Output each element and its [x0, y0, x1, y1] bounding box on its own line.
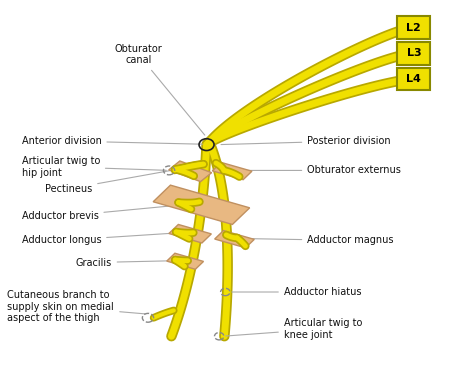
Text: Anterior division: Anterior division — [21, 136, 202, 146]
Text: Pectineus: Pectineus — [45, 170, 173, 194]
FancyBboxPatch shape — [397, 16, 430, 39]
FancyBboxPatch shape — [397, 42, 430, 65]
Polygon shape — [167, 253, 203, 269]
FancyBboxPatch shape — [397, 68, 430, 91]
Text: Adductor hiatus: Adductor hiatus — [232, 287, 361, 297]
Polygon shape — [215, 230, 254, 248]
Text: Adductor brevis: Adductor brevis — [21, 206, 173, 221]
Text: Obturator
canal: Obturator canal — [115, 44, 205, 135]
Polygon shape — [212, 162, 252, 180]
Text: Posterior division: Posterior division — [221, 136, 391, 146]
Polygon shape — [169, 224, 211, 243]
Text: Articular twig to
knee joint: Articular twig to knee joint — [226, 318, 362, 340]
Text: L2: L2 — [407, 23, 421, 33]
Text: Obturator externus: Obturator externus — [245, 165, 401, 175]
Text: L4: L4 — [406, 74, 421, 84]
Polygon shape — [169, 161, 212, 182]
Polygon shape — [153, 185, 250, 224]
Text: L3: L3 — [407, 49, 421, 58]
Text: Cutaneous branch to
supply skin on medial
aspect of the thigh: Cutaneous branch to supply skin on media… — [8, 290, 145, 324]
Text: Gracilis: Gracilis — [75, 258, 173, 267]
Text: Adductor longus: Adductor longus — [21, 233, 173, 245]
Text: Articular twig to
hip joint: Articular twig to hip joint — [21, 156, 166, 178]
Text: Adductor magnus: Adductor magnus — [248, 235, 394, 245]
